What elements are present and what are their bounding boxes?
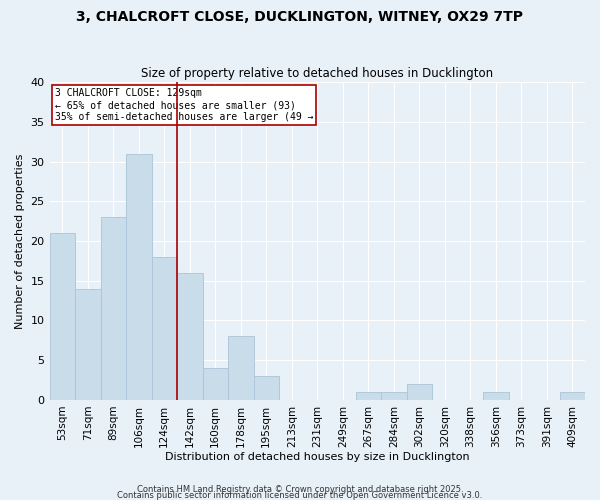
Bar bbox=[177, 273, 203, 400]
Title: Size of property relative to detached houses in Ducklington: Size of property relative to detached ho… bbox=[141, 66, 493, 80]
Bar bbox=[483, 392, 509, 400]
Bar bbox=[126, 154, 152, 400]
Text: 3, CHALCROFT CLOSE, DUCKLINGTON, WITNEY, OX29 7TP: 3, CHALCROFT CLOSE, DUCKLINGTON, WITNEY,… bbox=[77, 10, 523, 24]
Text: Contains HM Land Registry data © Crown copyright and database right 2025.: Contains HM Land Registry data © Crown c… bbox=[137, 484, 463, 494]
Bar bbox=[254, 376, 279, 400]
Text: 3 CHALCROFT CLOSE: 129sqm
← 65% of detached houses are smaller (93)
35% of semi-: 3 CHALCROFT CLOSE: 129sqm ← 65% of detac… bbox=[55, 88, 313, 122]
Bar bbox=[356, 392, 381, 400]
Bar bbox=[381, 392, 407, 400]
Y-axis label: Number of detached properties: Number of detached properties bbox=[15, 154, 25, 328]
Bar bbox=[228, 336, 254, 400]
Bar bbox=[101, 217, 126, 400]
Bar bbox=[152, 257, 177, 400]
Bar bbox=[75, 288, 101, 400]
Bar bbox=[407, 384, 432, 400]
Text: Contains public sector information licensed under the Open Government Licence v3: Contains public sector information licen… bbox=[118, 490, 482, 500]
X-axis label: Distribution of detached houses by size in Ducklington: Distribution of detached houses by size … bbox=[165, 452, 470, 462]
Bar bbox=[50, 233, 75, 400]
Bar bbox=[560, 392, 585, 400]
Bar bbox=[203, 368, 228, 400]
